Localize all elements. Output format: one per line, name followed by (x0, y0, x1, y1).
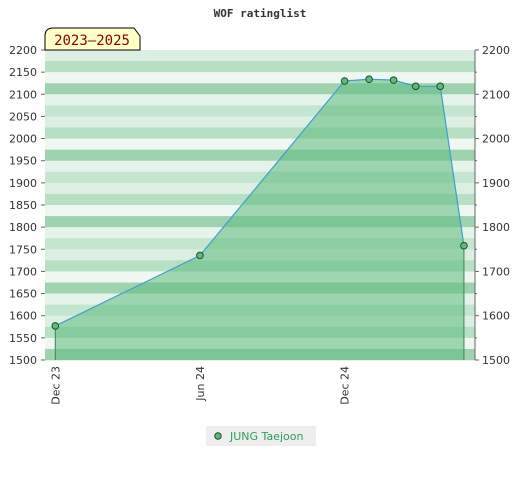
y-tick-label-right: 1500 (482, 354, 510, 367)
y-tick-label-right: 2000 (482, 133, 510, 146)
y-tick-label-left: 1850 (9, 199, 37, 212)
y-tick-label-right: 1800 (482, 221, 510, 234)
chart-title: WOF ratinglist (214, 7, 307, 20)
background-band (45, 61, 475, 73)
background-band (45, 83, 475, 95)
background-band (45, 127, 475, 139)
y-tick-label-left: 2000 (9, 133, 37, 146)
legend-marker (214, 432, 222, 440)
background-band (45, 116, 475, 128)
data-point (196, 251, 204, 260)
data-point (365, 75, 373, 84)
y-tick-label-left: 2050 (9, 110, 37, 123)
legend-box (206, 426, 316, 446)
x-tick-label: Dec 23 (49, 366, 62, 405)
period-badge: 2023–2025 (44, 27, 141, 51)
x-tick-label: Dec 24 (339, 366, 352, 405)
series-area (55, 79, 464, 360)
y-tick-label-left: 1600 (9, 310, 37, 323)
period-badge-box (44, 27, 141, 51)
y-tick-label-left: 1750 (9, 243, 37, 256)
background-band (45, 149, 475, 162)
y-tick-label-left: 2100 (9, 88, 37, 101)
background-band (45, 50, 475, 62)
legend[interactable]: JUNG Taejoon (206, 426, 316, 446)
background-band (45, 94, 475, 106)
y-tick-label-right: 1600 (482, 310, 510, 323)
background-band (45, 171, 475, 184)
x-tick-label: Jun 24 (194, 366, 207, 402)
y-tick-label-left: 1950 (9, 155, 37, 168)
background-band (45, 72, 475, 84)
y-tick-label-left: 1800 (9, 221, 37, 234)
data-point (411, 82, 420, 91)
y-tick-label-left: 1650 (9, 288, 37, 301)
background-band (45, 105, 475, 117)
period-label: 2023–2025 (54, 33, 130, 49)
y-tick-label-right: 2200 (482, 44, 510, 57)
legend-label: JUNG Taejoon (229, 430, 303, 443)
area-layer (54, 78, 465, 360)
y-tick-label-left: 1500 (9, 354, 37, 367)
points-layer (51, 75, 468, 330)
y-tick-label-left: 2150 (9, 66, 37, 79)
y-tick-label-left: 1900 (9, 177, 37, 190)
data-point (51, 322, 60, 330)
y-tick-label-right: 2100 (482, 88, 510, 101)
y-tick-label-left: 1700 (9, 265, 37, 278)
data-point (340, 77, 349, 85)
y-tick-label-left: 1550 (9, 332, 37, 345)
axes-layer: 1500 1550 1600 1650 1700 1750 1800 1850 1900 1950… (9, 44, 510, 405)
y-tick-label-right: 1900 (482, 177, 510, 190)
background-band (45, 138, 475, 150)
data-point (436, 82, 445, 91)
y-tick-label-right: 1700 (482, 265, 510, 278)
data-point (460, 241, 468, 250)
y-tick-label-left: 2200 (9, 44, 37, 57)
background-band (45, 160, 475, 173)
data-point (389, 76, 398, 84)
series-line (55, 78, 465, 327)
